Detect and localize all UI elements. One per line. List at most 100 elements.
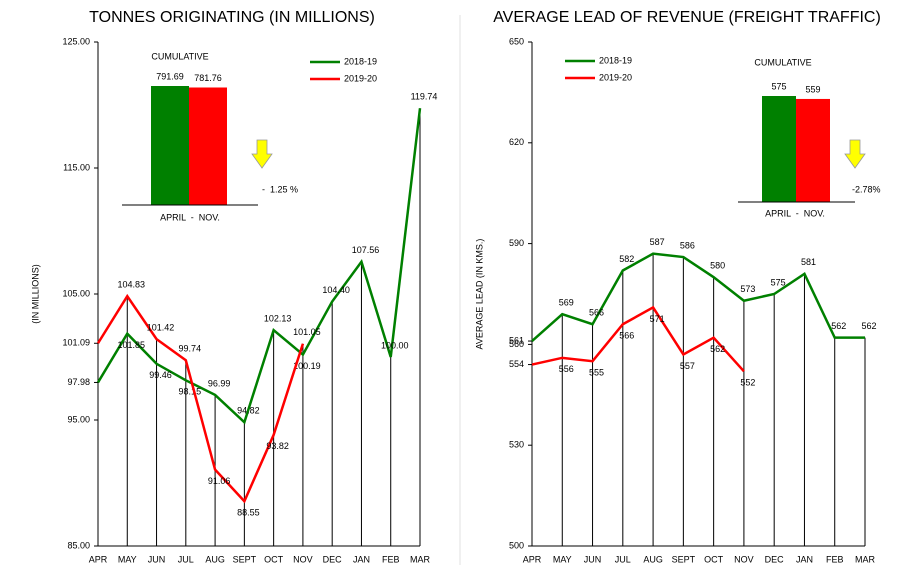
data-label: 562 [861, 321, 876, 331]
data-label: 562 [831, 321, 846, 331]
x-tick-label: DEC [323, 554, 343, 564]
inset-bar [151, 86, 189, 205]
x-tick-label: SEPT [672, 554, 696, 564]
data-label: 100.00 [381, 340, 409, 350]
data-label: 580 [710, 261, 725, 271]
chart-title: TONNES ORIGINATING (IN MILLIONS) [89, 9, 375, 26]
inset-value: 781.76 [194, 73, 222, 83]
data-label: 586 [680, 240, 695, 250]
x-tick-label: MAY [118, 554, 137, 564]
data-label: 91.06 [208, 476, 231, 486]
y-tick-label: 115.00 [63, 162, 90, 172]
y-tick-label: 561 [509, 335, 524, 345]
legend-label: 2018-19 [344, 56, 377, 66]
data-label: 566 [589, 308, 604, 318]
x-tick-label: JAN [796, 554, 813, 564]
y-tick-label: 101.09 [62, 338, 90, 348]
data-label: 562 [710, 344, 725, 354]
chart-title: AVERAGE LEAD OF REVENUE (FREIGHT TRAFFIC… [493, 9, 881, 26]
x-tick-label: FEB [826, 554, 844, 564]
x-tick-label: OCT [704, 554, 724, 564]
data-label: 88.55 [237, 508, 260, 518]
data-label: 566 [619, 331, 634, 341]
x-tick-label: MAR [410, 554, 431, 564]
x-tick-label: SEPT [233, 554, 257, 564]
data-label: 99.74 [179, 344, 202, 354]
y-tick-label: 650 [509, 36, 524, 46]
inset-value: 559 [805, 84, 820, 94]
data-label: 99.46 [149, 370, 172, 380]
inset-bar [189, 87, 227, 205]
x-tick-label: JUN [584, 554, 602, 564]
data-label: 93.82 [266, 441, 289, 451]
data-label: 556 [559, 364, 574, 374]
series-line [96, 293, 305, 504]
y-tick-label: 590 [509, 238, 524, 248]
x-tick-label: MAR [855, 554, 876, 564]
y-tick-label: 554 [509, 359, 524, 369]
data-label: 98.15 [179, 387, 202, 397]
down-arrow [844, 139, 866, 169]
series-line [531, 305, 745, 373]
inset-title: CUMULATIVE [754, 57, 811, 67]
y-axis-label: (IN MILLIONS) [30, 264, 40, 324]
inset-bar [762, 96, 796, 202]
data-label: 555 [589, 368, 604, 378]
data-label: 557 [680, 361, 695, 371]
data-label: 575 [771, 277, 786, 287]
data-label: 101.05 [293, 327, 321, 337]
y-tick-label: 97.98 [67, 377, 90, 387]
inset-value: 791.69 [156, 71, 184, 81]
x-tick-label: APR [523, 554, 542, 564]
data-label: 552 [740, 378, 755, 388]
inset-change: -2.78% [852, 184, 881, 194]
y-tick-label: 85.00 [67, 540, 90, 550]
y-tick-label: 560 [509, 339, 524, 349]
x-tick-label: JUL [615, 554, 631, 564]
data-label: 571 [650, 314, 665, 324]
x-tick-label: JUL [178, 554, 194, 564]
x-tick-label: APR [89, 554, 108, 564]
y-tick-label: 530 [509, 440, 524, 450]
data-label: 119.74 [411, 92, 438, 102]
data-label: 107.56 [352, 245, 380, 255]
x-tick-label: AUG [643, 554, 663, 564]
series-line [96, 108, 422, 425]
series-line [531, 252, 865, 342]
data-label: 573 [740, 284, 755, 294]
data-label: 96.99 [208, 378, 231, 388]
y-axis-label: AVERAGE LEAD (IN KMS.) [474, 239, 484, 350]
data-label: 101.85 [118, 340, 146, 350]
x-tick-label: DEC [765, 554, 785, 564]
x-tick-label: OCT [264, 554, 284, 564]
inset-change: - 1.25 % [262, 184, 298, 194]
data-label: 104.83 [118, 280, 146, 290]
y-tick-label: 125.00 [62, 36, 90, 46]
inset-value: 575 [771, 81, 786, 91]
x-tick-label: JUN [148, 554, 166, 564]
inset-bar [796, 98, 830, 202]
data-label: 569 [559, 298, 574, 308]
x-tick-label: AUG [205, 554, 225, 564]
y-tick-label: 95.00 [67, 414, 90, 424]
legend-label: 2018-19 [599, 55, 632, 65]
data-label: 104.40 [322, 285, 350, 295]
legend-label: 2019-20 [599, 72, 632, 82]
x-tick-label: MAY [553, 554, 572, 564]
y-tick-label: 500 [509, 540, 524, 550]
x-tick-label: FEB [382, 554, 400, 564]
data-label: 101.42 [147, 322, 175, 332]
down-arrow [251, 139, 273, 169]
inset-label: APRIL - NOV. [765, 208, 825, 218]
inset-title: CUMULATIVE [151, 51, 208, 61]
data-label: 100.19 [293, 361, 321, 371]
data-label: 582 [619, 254, 634, 264]
x-tick-label: JAN [353, 554, 370, 564]
inset-label: APRIL - NOV. [160, 212, 220, 222]
data-label: 581 [801, 257, 816, 267]
x-tick-label: NOV [734, 554, 754, 564]
y-tick-label: 620 [509, 137, 524, 147]
x-tick-label: NOV [293, 554, 313, 564]
data-label: 102.13 [264, 314, 292, 324]
